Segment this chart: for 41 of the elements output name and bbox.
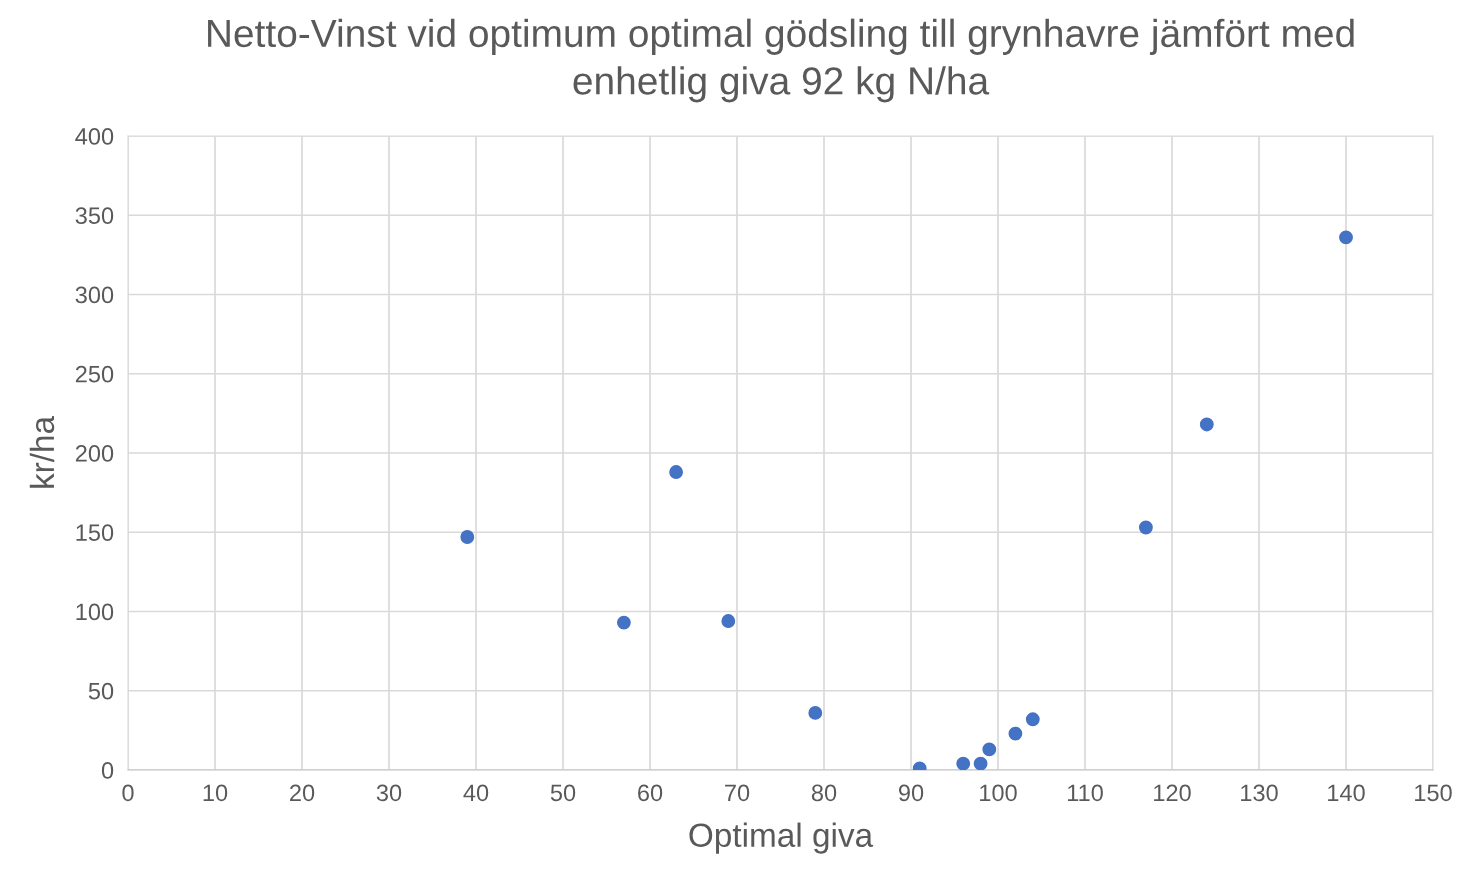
y-tick-label: 300 <box>75 286 114 304</box>
x-tick-label: 50 <box>550 784 576 802</box>
x-tick-label: 20 <box>290 784 315 802</box>
point <box>721 614 736 628</box>
x-tick-label: 10 <box>203 784 228 802</box>
x-tick-label: 60 <box>638 784 663 802</box>
y-tick-label: 150 <box>76 524 114 542</box>
y-tick-label: 350 <box>75 207 114 225</box>
x-tick-label: 100 <box>980 784 1017 802</box>
x-tick-label: 30 <box>376 784 402 802</box>
x-axis-title: Optimal giva <box>689 822 874 854</box>
point <box>616 615 631 630</box>
x-tick-label: 70 <box>725 784 750 802</box>
x-tick-label: 140 <box>1328 784 1365 802</box>
x-tick-label: 80 <box>811 784 837 802</box>
point <box>1025 712 1040 727</box>
x-tick-label: 120 <box>1154 784 1191 802</box>
y-axis-title: kr/ha <box>29 415 55 488</box>
y-tick-label: 250 <box>75 365 114 383</box>
y-tick-label: 100 <box>76 603 114 621</box>
point <box>460 530 475 544</box>
point <box>1199 417 1214 432</box>
x-tick-label: 110 <box>1067 784 1103 802</box>
point <box>669 465 684 479</box>
point <box>1008 726 1023 741</box>
point <box>973 756 988 770</box>
y-tick-label: 0 <box>101 762 114 779</box>
y-tick-label: 400 <box>75 128 114 145</box>
chart-title: Netto-Vinst vid optimum optimal gödsling till grynhavre jämfört med enhetlig giva 92 kg N/ha <box>208 18 1354 103</box>
point <box>1138 520 1153 535</box>
x-tick-label: 150 <box>1415 784 1452 802</box>
point <box>982 742 997 757</box>
x-tick-label: 0 <box>122 784 134 802</box>
point <box>956 756 971 770</box>
x-tick-label: 90 <box>898 784 924 802</box>
y-tick-label: 200 <box>75 445 114 462</box>
point <box>1339 230 1353 245</box>
point <box>808 706 823 720</box>
x-tick-label: 130 <box>1241 784 1278 802</box>
y-tick-label: 50 <box>88 682 114 700</box>
x-tick-label: 40 <box>463 784 489 802</box>
